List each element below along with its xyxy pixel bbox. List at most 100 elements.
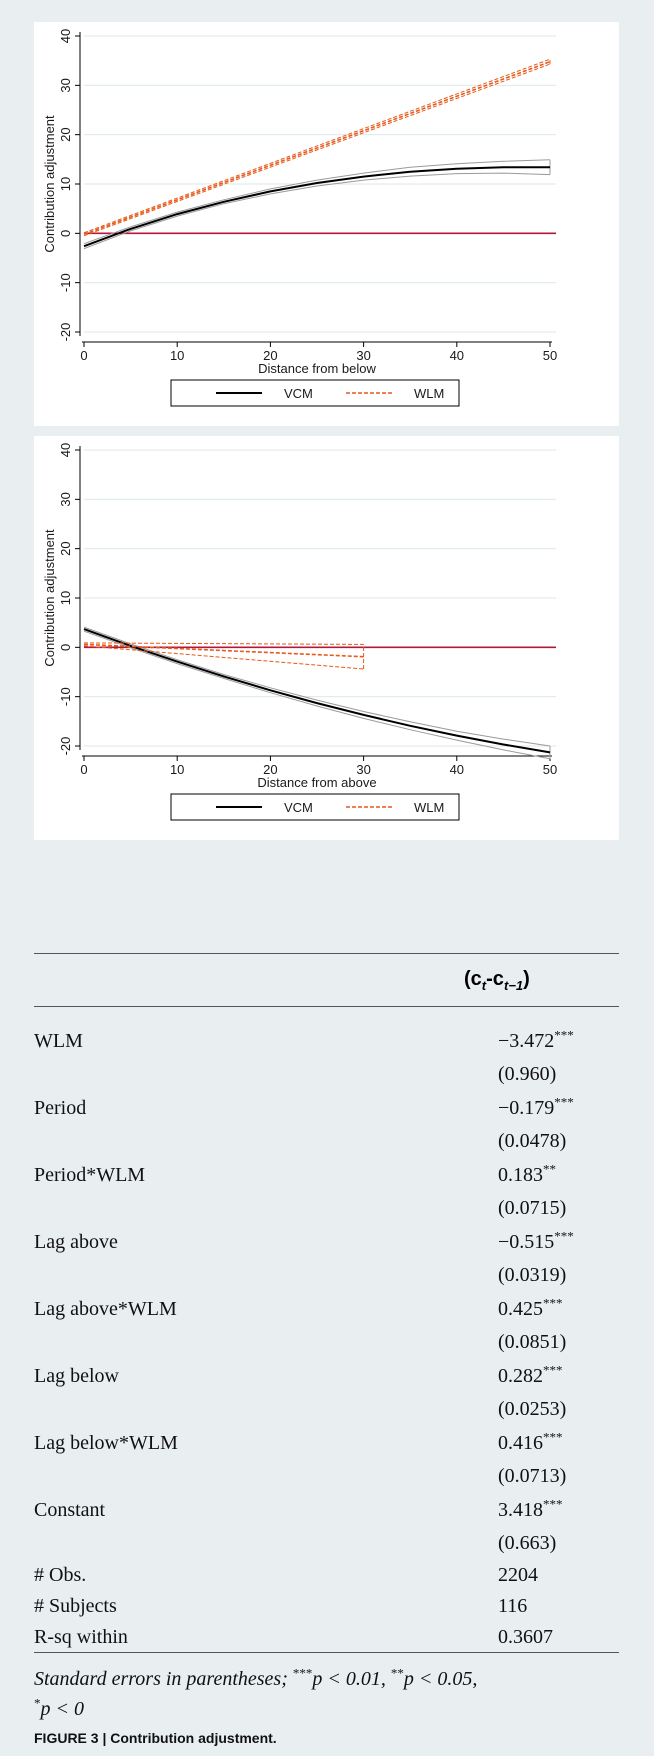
ci-lower-vcm bbox=[83, 630, 551, 760]
ci-lower-wlm bbox=[83, 645, 364, 670]
legend-label-vcm: VCM bbox=[284, 800, 313, 815]
table-stat-label: # Obs. bbox=[34, 1564, 87, 1586]
y-tick-label: 10 bbox=[58, 591, 73, 605]
table-stat-label: R-sq within bbox=[34, 1626, 128, 1648]
y-axis-title: Contribution adjustment bbox=[42, 529, 57, 667]
table-se: (0.0851) bbox=[498, 1331, 567, 1353]
x-tick-label: 30 bbox=[356, 762, 370, 777]
ci-upper-wlm bbox=[83, 642, 364, 645]
y-tick-label: -10 bbox=[58, 273, 73, 292]
y-tick-label: 40 bbox=[58, 29, 73, 43]
legend-label-vcm: VCM bbox=[284, 386, 313, 401]
legend-box bbox=[170, 379, 460, 407]
significance-stars: *** bbox=[554, 1027, 574, 1043]
table-note: Standard errors in parentheses; ***p < 0… bbox=[34, 1664, 619, 1724]
ci-lower-wlm bbox=[83, 63, 551, 237]
legend: VCM WLM bbox=[170, 379, 460, 407]
x-tick-label: 40 bbox=[450, 762, 464, 777]
x-axis-title: Distance from above bbox=[257, 775, 376, 790]
table-row-label: WLM bbox=[34, 1030, 83, 1052]
chart-distance-from-above: -20 -10 0 10 20 30 40 0 10 20 30 40 50 Contribution a… bbox=[42, 443, 557, 821]
x-axis-title: Distance from below bbox=[258, 361, 376, 376]
table-row-label: Lag below*WLM bbox=[34, 1432, 178, 1454]
legend-label-wlm: WLM bbox=[414, 800, 444, 815]
table-se: (0.0319) bbox=[498, 1264, 567, 1286]
table-row-label: Lag above bbox=[34, 1231, 118, 1253]
x-tick-label: 50 bbox=[543, 348, 557, 363]
table-stat-value: 2204 bbox=[498, 1564, 538, 1586]
table-top-rule bbox=[34, 953, 619, 954]
series-line-vcm bbox=[83, 166, 550, 248]
table-coef: 0.425*** bbox=[498, 1295, 563, 1320]
note-text: Standard errors in parentheses; bbox=[34, 1668, 288, 1690]
series-line-wlm bbox=[83, 60, 551, 236]
note-stars-3: * bbox=[34, 1695, 41, 1711]
x-tick-label: 10 bbox=[170, 762, 184, 777]
ci-upper-vcm bbox=[83, 626, 551, 747]
x-tick-label: 0 bbox=[80, 348, 87, 363]
table-se: (0.0713) bbox=[498, 1465, 567, 1487]
y-tick-label: 40 bbox=[58, 443, 73, 457]
legend-label-wlm: WLM bbox=[414, 386, 444, 401]
legend: VCM WLM bbox=[170, 793, 460, 821]
chart-distance-from-below: -20 -10 0 10 20 30 40 0 10 20 30 40 50 Contribution a… bbox=[42, 29, 557, 407]
significance-stars: *** bbox=[554, 1094, 574, 1110]
table-stat-value: 116 bbox=[498, 1595, 528, 1617]
chart-panel-bottom: -20 -10 0 10 20 30 40 0 10 20 30 40 50 Contribution a… bbox=[34, 436, 619, 840]
table-header-rule bbox=[34, 1006, 619, 1007]
y-tick-label: 0 bbox=[58, 230, 73, 237]
y-tick-label: 30 bbox=[58, 78, 73, 92]
table-row-label: Period*WLM bbox=[34, 1164, 146, 1186]
x-tick-label: 50 bbox=[543, 762, 557, 777]
table-row-label: Period bbox=[34, 1097, 87, 1119]
x-tick-label: 0 bbox=[80, 762, 87, 777]
series-line-wlm bbox=[83, 643, 364, 658]
table-se: (0.0478) bbox=[498, 1130, 567, 1152]
table-stat-label: # Subjects bbox=[34, 1595, 117, 1617]
significance-stars: *** bbox=[543, 1496, 563, 1512]
ci-lower-vcm bbox=[83, 172, 551, 250]
y-tick-label: 20 bbox=[58, 541, 73, 555]
y-tick-label: 10 bbox=[58, 177, 73, 191]
table-coef: 0.183** bbox=[498, 1161, 556, 1186]
table-stat-value: 0.3607 bbox=[498, 1626, 553, 1648]
table-coef: −0.179*** bbox=[498, 1094, 574, 1119]
table-bottom-rule bbox=[34, 1652, 619, 1653]
x-tick-label: 10 bbox=[170, 348, 184, 363]
table-se: (0.663) bbox=[498, 1532, 557, 1554]
note-p3: p < 0 bbox=[40, 1698, 85, 1720]
figure-caption: FIGURE 3 | Contribution adjustment. bbox=[34, 1730, 277, 1746]
x-tick-label: 40 bbox=[450, 348, 464, 363]
significance-stars: *** bbox=[543, 1429, 563, 1445]
table-row-label: Constant bbox=[34, 1499, 106, 1521]
table-row-label: Lag above*WLM bbox=[34, 1298, 177, 1320]
y-tick-label: -10 bbox=[58, 687, 73, 706]
significance-stars: *** bbox=[543, 1362, 563, 1378]
significance-stars: *** bbox=[543, 1295, 563, 1311]
y-tick-label: -20 bbox=[58, 323, 73, 342]
table-coef: −0.515*** bbox=[498, 1228, 574, 1253]
note-p1: p < 0.01, bbox=[312, 1668, 386, 1690]
y-tick-label: 30 bbox=[58, 492, 73, 506]
table-coef: 0.282*** bbox=[498, 1362, 563, 1387]
x-tick-label: 30 bbox=[356, 348, 370, 363]
x-tick-label: 20 bbox=[263, 348, 277, 363]
y-axis-title: Contribution adjustment bbox=[42, 115, 57, 253]
table-coef: 0.416*** bbox=[498, 1429, 563, 1454]
y-tick-label: 20 bbox=[58, 127, 73, 141]
table-se: (0.0253) bbox=[498, 1398, 567, 1420]
significance-stars: *** bbox=[554, 1228, 574, 1244]
table-coef: −3.472*** bbox=[498, 1027, 574, 1052]
x-tick-label: 20 bbox=[263, 762, 277, 777]
table-row-label: Lag below bbox=[34, 1365, 119, 1387]
y-tick-label: -20 bbox=[58, 737, 73, 756]
table-coef: 3.418*** bbox=[498, 1496, 563, 1521]
note-p2: p < 0.05, bbox=[403, 1668, 478, 1690]
series-line-vcm bbox=[83, 628, 551, 754]
chart-panel-top: -20 -10 0 10 20 30 40 0 10 20 30 40 50 Contribution a… bbox=[34, 22, 619, 426]
ci-upper-vcm bbox=[83, 159, 551, 245]
significance-stars: ** bbox=[543, 1161, 556, 1177]
ci-upper-wlm bbox=[83, 58, 551, 234]
note-stars-2: ** bbox=[390, 1665, 404, 1681]
table-se: (0.960) bbox=[498, 1063, 557, 1085]
